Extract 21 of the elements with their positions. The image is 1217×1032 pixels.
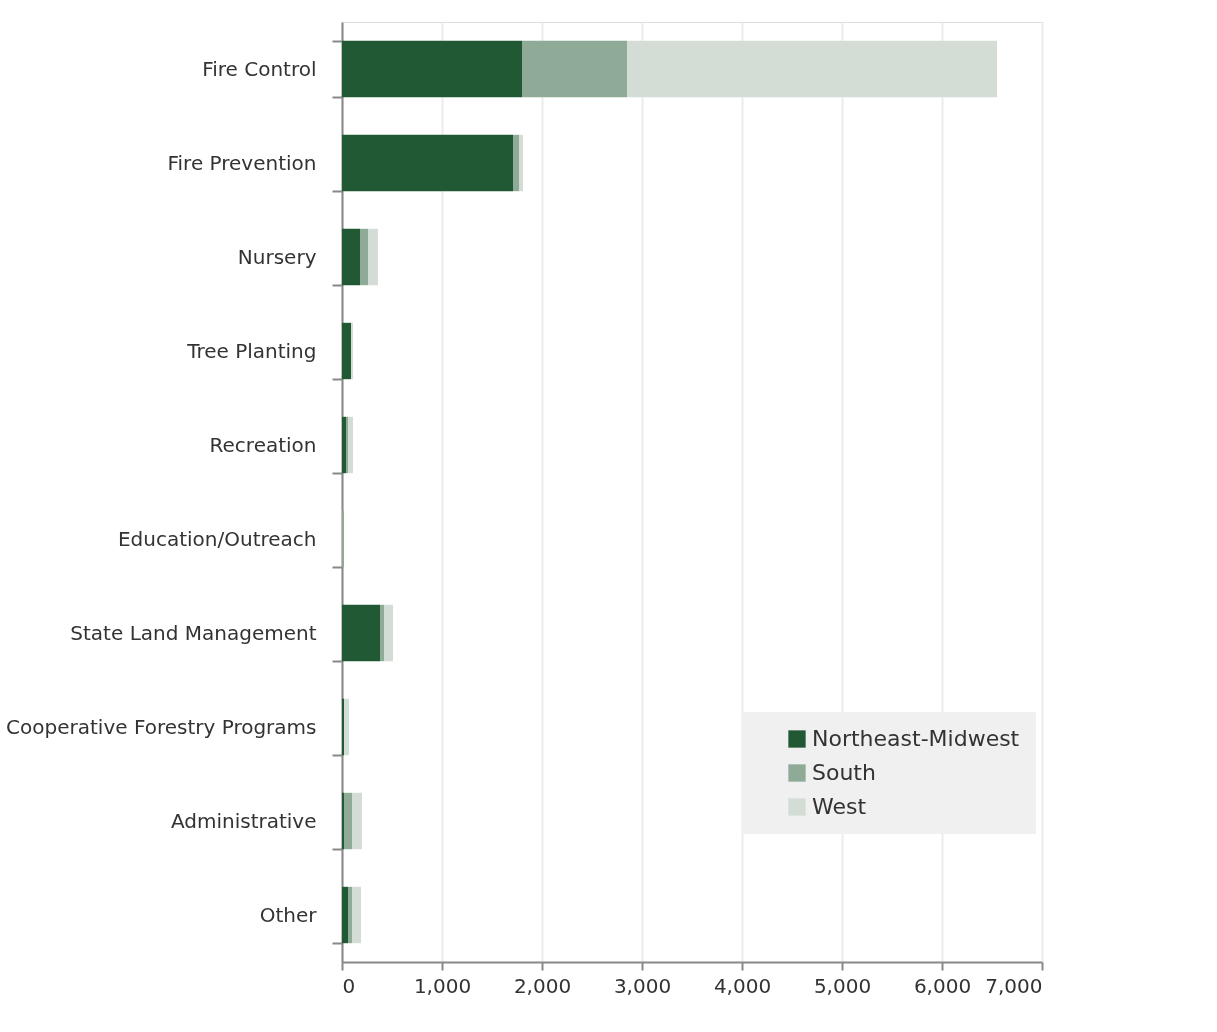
y-tick-label: Education/Outreach <box>117 526 317 551</box>
x-tick-label: 3,000 <box>613 973 672 998</box>
legend-label: South <box>812 760 876 785</box>
y-tick-label: Cooperative Forestry Programs <box>6 714 317 739</box>
x-tick-label: 7,000 <box>985 973 1043 998</box>
x-tick-label: 1,000 <box>413 973 472 998</box>
y-tick-label: Recreation <box>209 432 317 457</box>
x-tick-label: 6,000 <box>913 973 972 998</box>
x-tick-label: 4,000 <box>713 973 772 998</box>
x-tick-label: 0 <box>342 973 356 998</box>
y-tick-label: Other <box>259 902 318 927</box>
y-tick-label: Administrative <box>170 808 317 833</box>
x-tick-label: 5,000 <box>813 973 872 998</box>
y-tick-label: Fire Control <box>202 56 317 81</box>
legend-label: Northeast-Midwest <box>812 726 1020 751</box>
y-tick-label: Tree Planting <box>186 338 317 363</box>
y-tick-label: State Land Management <box>70 620 317 645</box>
y-tick-label: Fire Prevention <box>167 150 317 175</box>
x-tick-label: 2,000 <box>513 973 572 998</box>
legend-label: West <box>812 794 867 819</box>
y-tick-label: Nursery <box>237 244 317 269</box>
